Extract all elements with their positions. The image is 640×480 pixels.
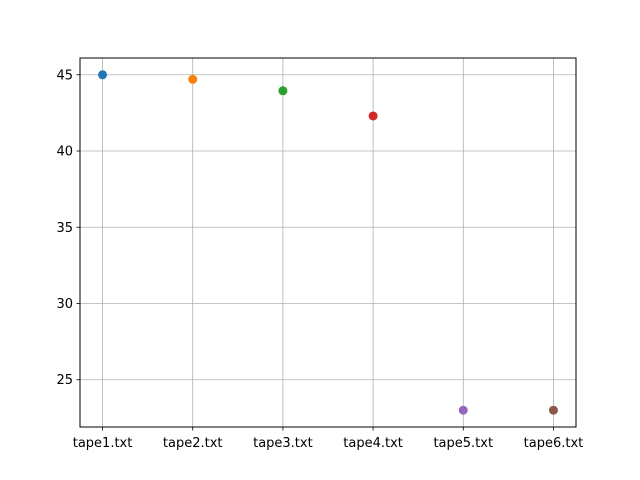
data-point [188,74,198,84]
x-tick-label: tape1.txt [73,436,133,451]
axis-ticks: tape1.txt tape2.txt tape3.txt tape4.txt tape… [56,68,583,451]
plot-area-frame [79,57,577,428]
x-tick-label: tape2.txt [163,436,223,451]
x-tick-label: tape3.txt [253,436,313,451]
data-points [98,70,558,415]
x-tick-label: tape6.txt [524,436,584,451]
x-tick-label: tape5.txt [433,436,493,451]
data-point [368,111,378,121]
y-tick-label: 40 [56,145,73,160]
y-tick-label: 35 [56,221,73,236]
data-point [278,86,288,96]
data-point [548,405,558,415]
grid-lines [80,58,576,427]
y-tick-label: 45 [56,68,73,83]
y-tick-label: 25 [56,373,73,388]
x-tick-label: tape4.txt [343,436,403,451]
data-point [458,405,468,415]
y-tick-label: 30 [56,297,73,312]
data-point [98,70,108,80]
